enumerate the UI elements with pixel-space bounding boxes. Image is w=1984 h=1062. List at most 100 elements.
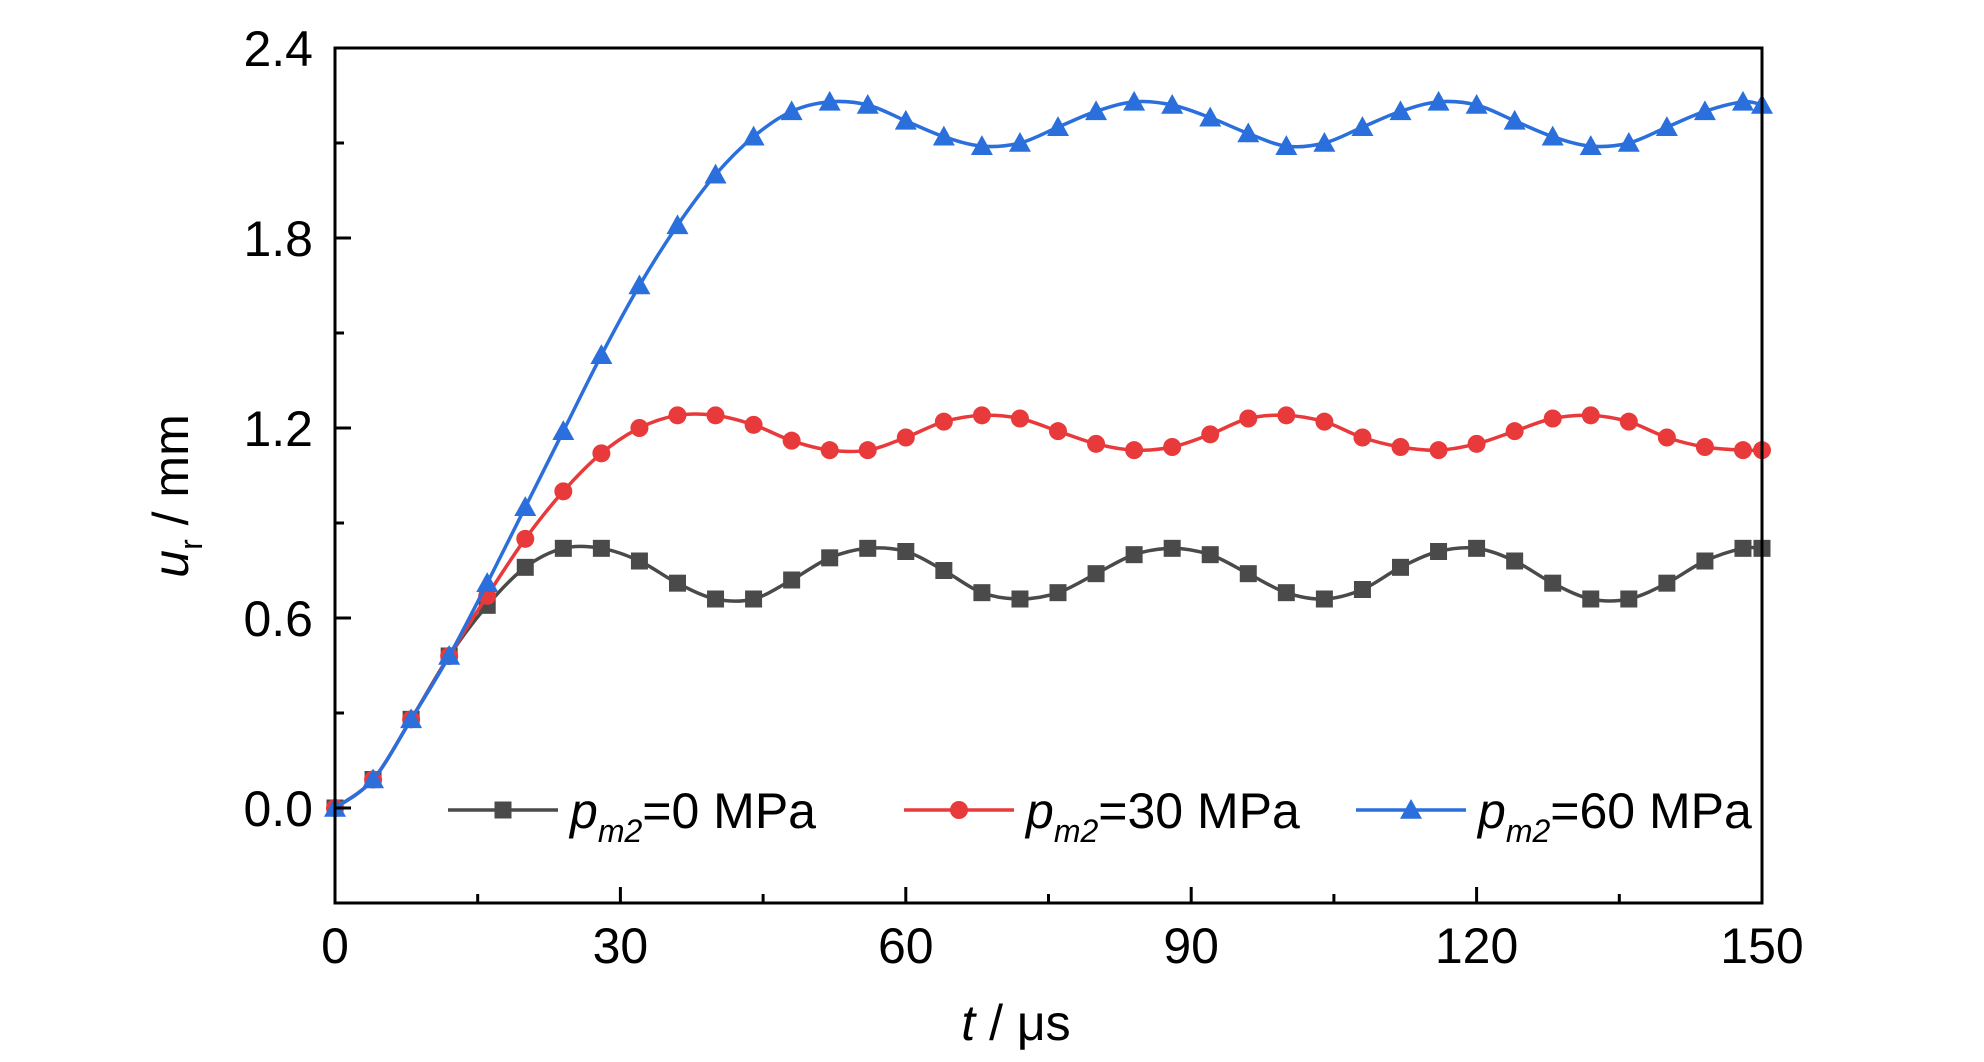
data-point-triangle bbox=[552, 420, 575, 440]
x-axis-label-var: t bbox=[961, 995, 977, 1051]
data-point-triangle bbox=[932, 125, 955, 146]
data-point-square bbox=[897, 543, 915, 560]
data-point-circle bbox=[1733, 441, 1752, 460]
data-point-circle bbox=[972, 406, 991, 425]
data-point-triangle bbox=[1313, 132, 1336, 152]
data-point-circle bbox=[1619, 412, 1638, 431]
legend-label: pm2=60 MPa bbox=[1476, 783, 1752, 849]
data-point-circle bbox=[1657, 428, 1676, 447]
data-point-square bbox=[1011, 590, 1029, 608]
data-point-square bbox=[630, 552, 648, 570]
legend-var: p bbox=[568, 783, 598, 839]
data-point-triangle bbox=[1237, 122, 1260, 143]
series-circle bbox=[326, 406, 1771, 817]
data-point-square bbox=[973, 584, 991, 602]
data-point-square bbox=[1315, 590, 1333, 608]
data-point-triangle bbox=[1731, 90, 1754, 111]
data-point-triangle bbox=[362, 768, 385, 789]
data-point-square bbox=[1620, 590, 1638, 608]
data-point-triangle bbox=[1503, 109, 1526, 130]
data-point-square bbox=[1658, 574, 1676, 592]
legend-sub: m2 bbox=[1506, 813, 1551, 849]
series-layer bbox=[324, 90, 1773, 817]
y-tick-label: 1.2 bbox=[243, 401, 313, 457]
data-point-triangle bbox=[1541, 125, 1564, 146]
data-point-triangle bbox=[856, 94, 879, 114]
data-point-triangle bbox=[1655, 116, 1678, 136]
data-point-square bbox=[1734, 539, 1752, 557]
data-point-circle bbox=[1467, 434, 1486, 453]
legend-marker-circle bbox=[950, 801, 968, 819]
data-point-triangle bbox=[1047, 116, 1070, 136]
data-point-triangle bbox=[1579, 135, 1602, 155]
series-square bbox=[326, 539, 1771, 817]
x-tick-label: 120 bbox=[1435, 918, 1518, 974]
axes-layer: 0 30 60 90 120 150 0.0 0.6 1.2 1.8 2.4 bbox=[243, 21, 1803, 974]
data-point-square bbox=[745, 590, 763, 608]
data-point-square bbox=[668, 574, 686, 592]
data-point-circle bbox=[1239, 409, 1258, 428]
x-tick-label: 30 bbox=[593, 918, 649, 974]
data-point-triangle bbox=[1389, 100, 1412, 121]
legend-marker-triangle bbox=[1400, 799, 1422, 819]
data-point-circle bbox=[1010, 409, 1029, 428]
data-point-circle bbox=[1505, 422, 1524, 441]
x-tick-label: 0 bbox=[321, 918, 349, 974]
legend: pm2=0 MPa pm2=30 MPa pm2=60 MPa bbox=[448, 783, 1752, 849]
data-point-triangle bbox=[1351, 116, 1374, 136]
data-point-square bbox=[783, 571, 801, 589]
data-point-circle bbox=[820, 441, 839, 460]
data-point-circle bbox=[668, 406, 687, 425]
data-point-triangle bbox=[704, 163, 727, 184]
data-point-square bbox=[1353, 581, 1371, 598]
data-point-square bbox=[554, 539, 572, 557]
y-axis-label-sub: r bbox=[173, 539, 209, 550]
data-point-square bbox=[1163, 539, 1181, 557]
y-axis-label-unit: / mm bbox=[143, 414, 199, 539]
data-point-circle bbox=[592, 444, 611, 463]
data-point-circle bbox=[1277, 406, 1296, 425]
y-axis-label: ur / mm bbox=[143, 414, 209, 577]
legend-rest: =60 MPa bbox=[1550, 783, 1752, 839]
data-point-triangle bbox=[1275, 135, 1298, 155]
data-point-triangle bbox=[1617, 132, 1640, 152]
data-point-circle bbox=[1695, 438, 1714, 456]
data-point-triangle bbox=[1693, 100, 1716, 121]
data-point-triangle bbox=[628, 274, 651, 295]
series-line-triangle bbox=[333, 99, 1763, 810]
data-point-square bbox=[592, 539, 610, 557]
data-point-circle bbox=[1087, 434, 1106, 453]
data-point-square bbox=[1582, 590, 1600, 608]
data-point-triangle bbox=[1465, 94, 1488, 114]
data-point-triangle bbox=[476, 572, 499, 592]
data-point-circle bbox=[1429, 441, 1448, 460]
plot-frame bbox=[333, 46, 1764, 905]
data-point-triangle bbox=[780, 100, 803, 121]
data-point-triangle bbox=[1161, 94, 1184, 114]
data-point-triangle bbox=[1199, 106, 1222, 127]
data-point-circle bbox=[934, 412, 953, 431]
data-point-circle bbox=[1581, 406, 1600, 425]
data-point-square bbox=[1391, 558, 1409, 576]
data-point-square bbox=[859, 539, 877, 557]
data-point-triangle bbox=[1427, 90, 1450, 111]
data-point-triangle bbox=[590, 344, 613, 364]
legend-marker-square bbox=[494, 801, 512, 819]
data-point-circle bbox=[1315, 412, 1334, 431]
legend-var: p bbox=[1476, 783, 1506, 839]
data-point-triangle bbox=[970, 135, 993, 155]
legend-sub: m2 bbox=[1054, 813, 1099, 849]
data-point-triangle bbox=[1085, 100, 1108, 121]
data-point-circle bbox=[630, 419, 649, 437]
data-point-circle bbox=[554, 482, 573, 501]
data-point-circle bbox=[1353, 428, 1372, 447]
data-point-triangle bbox=[666, 214, 689, 235]
x-tick-label: 60 bbox=[878, 918, 934, 974]
data-point-triangle bbox=[1008, 132, 1031, 152]
series-triangle bbox=[324, 90, 1773, 817]
legend-label: pm2=30 MPa bbox=[1024, 783, 1300, 849]
data-point-circle bbox=[1049, 422, 1068, 441]
data-point-circle bbox=[744, 415, 763, 434]
x-axis-label: t / μs bbox=[961, 995, 1070, 1051]
